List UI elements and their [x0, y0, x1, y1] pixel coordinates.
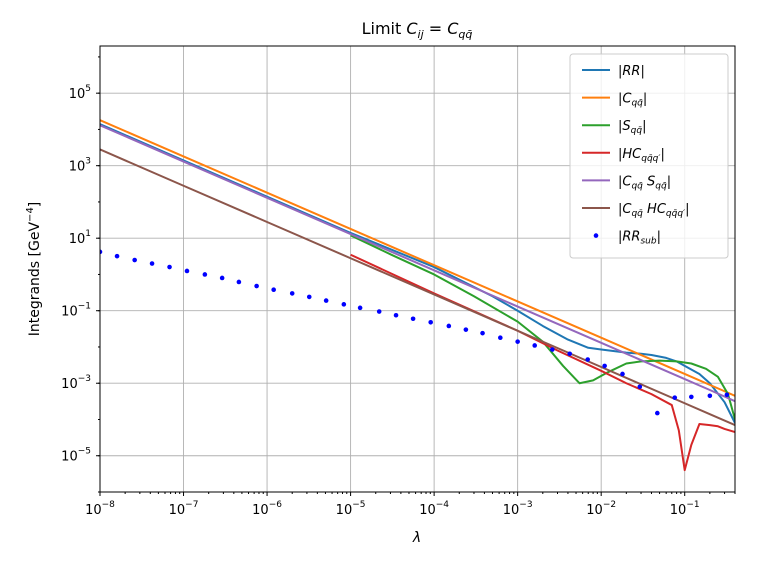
legend-label: |RRsub| — [618, 230, 661, 247]
data-point — [498, 335, 503, 341]
series-line — [100, 124, 735, 403]
data-point — [550, 347, 555, 352]
data-point — [132, 257, 137, 263]
data-point — [724, 392, 730, 398]
y-tick-label: 10−3 — [61, 374, 91, 392]
series-1 — [100, 119, 735, 397]
series-3 — [350, 253, 735, 472]
data-point — [428, 319, 433, 325]
data-point — [463, 327, 469, 332]
series-line — [350, 253, 735, 472]
x-tick-label: 10−8 — [85, 500, 115, 518]
data-point — [567, 351, 573, 357]
series-line — [100, 148, 735, 427]
series-6 — [100, 249, 730, 416]
grid — [99, 46, 735, 492]
x-axis-label: λ — [412, 530, 421, 546]
chart-title: Limit Cij = Cqq̄ — [362, 19, 473, 41]
data-point — [219, 275, 225, 281]
data-point — [532, 343, 538, 348]
data-point — [376, 309, 382, 314]
x-tick-label: 10−1 — [670, 500, 700, 518]
series-line — [350, 234, 735, 420]
data-point — [100, 249, 103, 255]
legend-item: |RRsub| — [593, 230, 661, 247]
y-axis-label: Integrands [GeV−4] — [25, 202, 43, 337]
y-tick-label: 105 — [69, 84, 91, 102]
series-line — [100, 119, 735, 397]
y-tick-label: 103 — [69, 157, 91, 175]
legend-label: |Cqq̄| — [618, 92, 647, 109]
legend: |RR| |Cqq̄| |Sqq̄| |HCqq̄q′| |Cqq̄ Sqq̄| |Cqq… — [569, 53, 729, 259]
x-tick-label: 10−4 — [419, 500, 449, 518]
data-point — [289, 291, 295, 296]
data-point — [236, 279, 242, 285]
legend-item: |Cqq̄| — [582, 92, 647, 109]
series-0 — [100, 123, 735, 424]
data-point — [637, 384, 643, 390]
data-point — [585, 357, 591, 362]
data-point — [202, 272, 208, 277]
data-point — [271, 287, 276, 292]
x-tick-label: 10−3 — [503, 500, 533, 518]
legend-label: |RR| — [618, 64, 645, 79]
data-point — [306, 294, 312, 300]
data-point — [602, 363, 607, 369]
legend-item: |Cqq̄ Sqq̄| — [582, 174, 671, 191]
data-point — [114, 253, 120, 259]
data-point — [149, 261, 155, 266]
legend-marker — [593, 233, 599, 238]
series-layer — [100, 119, 735, 472]
x-tick-label: 10−5 — [336, 500, 366, 518]
data-point — [515, 339, 520, 344]
data-point — [323, 298, 329, 303]
legend-item: |HCqq̄q′| — [582, 147, 665, 164]
data-point — [357, 305, 363, 311]
series-4 — [100, 124, 735, 403]
x-tick-label: 10−7 — [169, 500, 199, 518]
data-point — [672, 395, 678, 400]
data-point — [446, 323, 452, 329]
plot-frame — [99, 45, 736, 493]
data-point — [707, 393, 713, 399]
data-point — [167, 264, 172, 270]
y-tick-label: 10−1 — [61, 302, 91, 320]
series-line — [100, 123, 735, 424]
data-point — [620, 371, 625, 377]
data-point — [480, 330, 485, 336]
data-point — [184, 268, 190, 274]
tick-layer: 10−8 10−7 10−6 10−5 10−4 10−3 10−2 10−1 105 103 10… — [61, 56, 736, 518]
legend-label: |Sqq̄| — [618, 119, 646, 136]
legend-label: |Cqq̄ Sqq̄| — [618, 174, 671, 191]
data-point — [393, 312, 399, 318]
y-tick-label: 10−5 — [61, 447, 91, 465]
data-point — [689, 394, 694, 400]
legend-item: |Cqq̄ HCqq̄q′| — [582, 202, 689, 219]
legend-item: |RR| — [582, 64, 645, 79]
x-tick-label: 10−6 — [252, 500, 282, 518]
x-tick-label: 10−2 — [586, 500, 616, 518]
series-5 — [100, 148, 735, 427]
data-point — [254, 283, 259, 289]
legend-label: |Cqq̄ HCqq̄q′| — [618, 202, 689, 219]
data-point — [341, 302, 347, 307]
legend-label: |HCqq̄q′| — [618, 147, 665, 164]
data-point — [410, 316, 416, 322]
y-tick-label: 101 — [69, 229, 91, 247]
series-2 — [350, 234, 735, 420]
data-point — [655, 410, 660, 416]
legend-item: |Sqq̄| — [582, 119, 646, 136]
